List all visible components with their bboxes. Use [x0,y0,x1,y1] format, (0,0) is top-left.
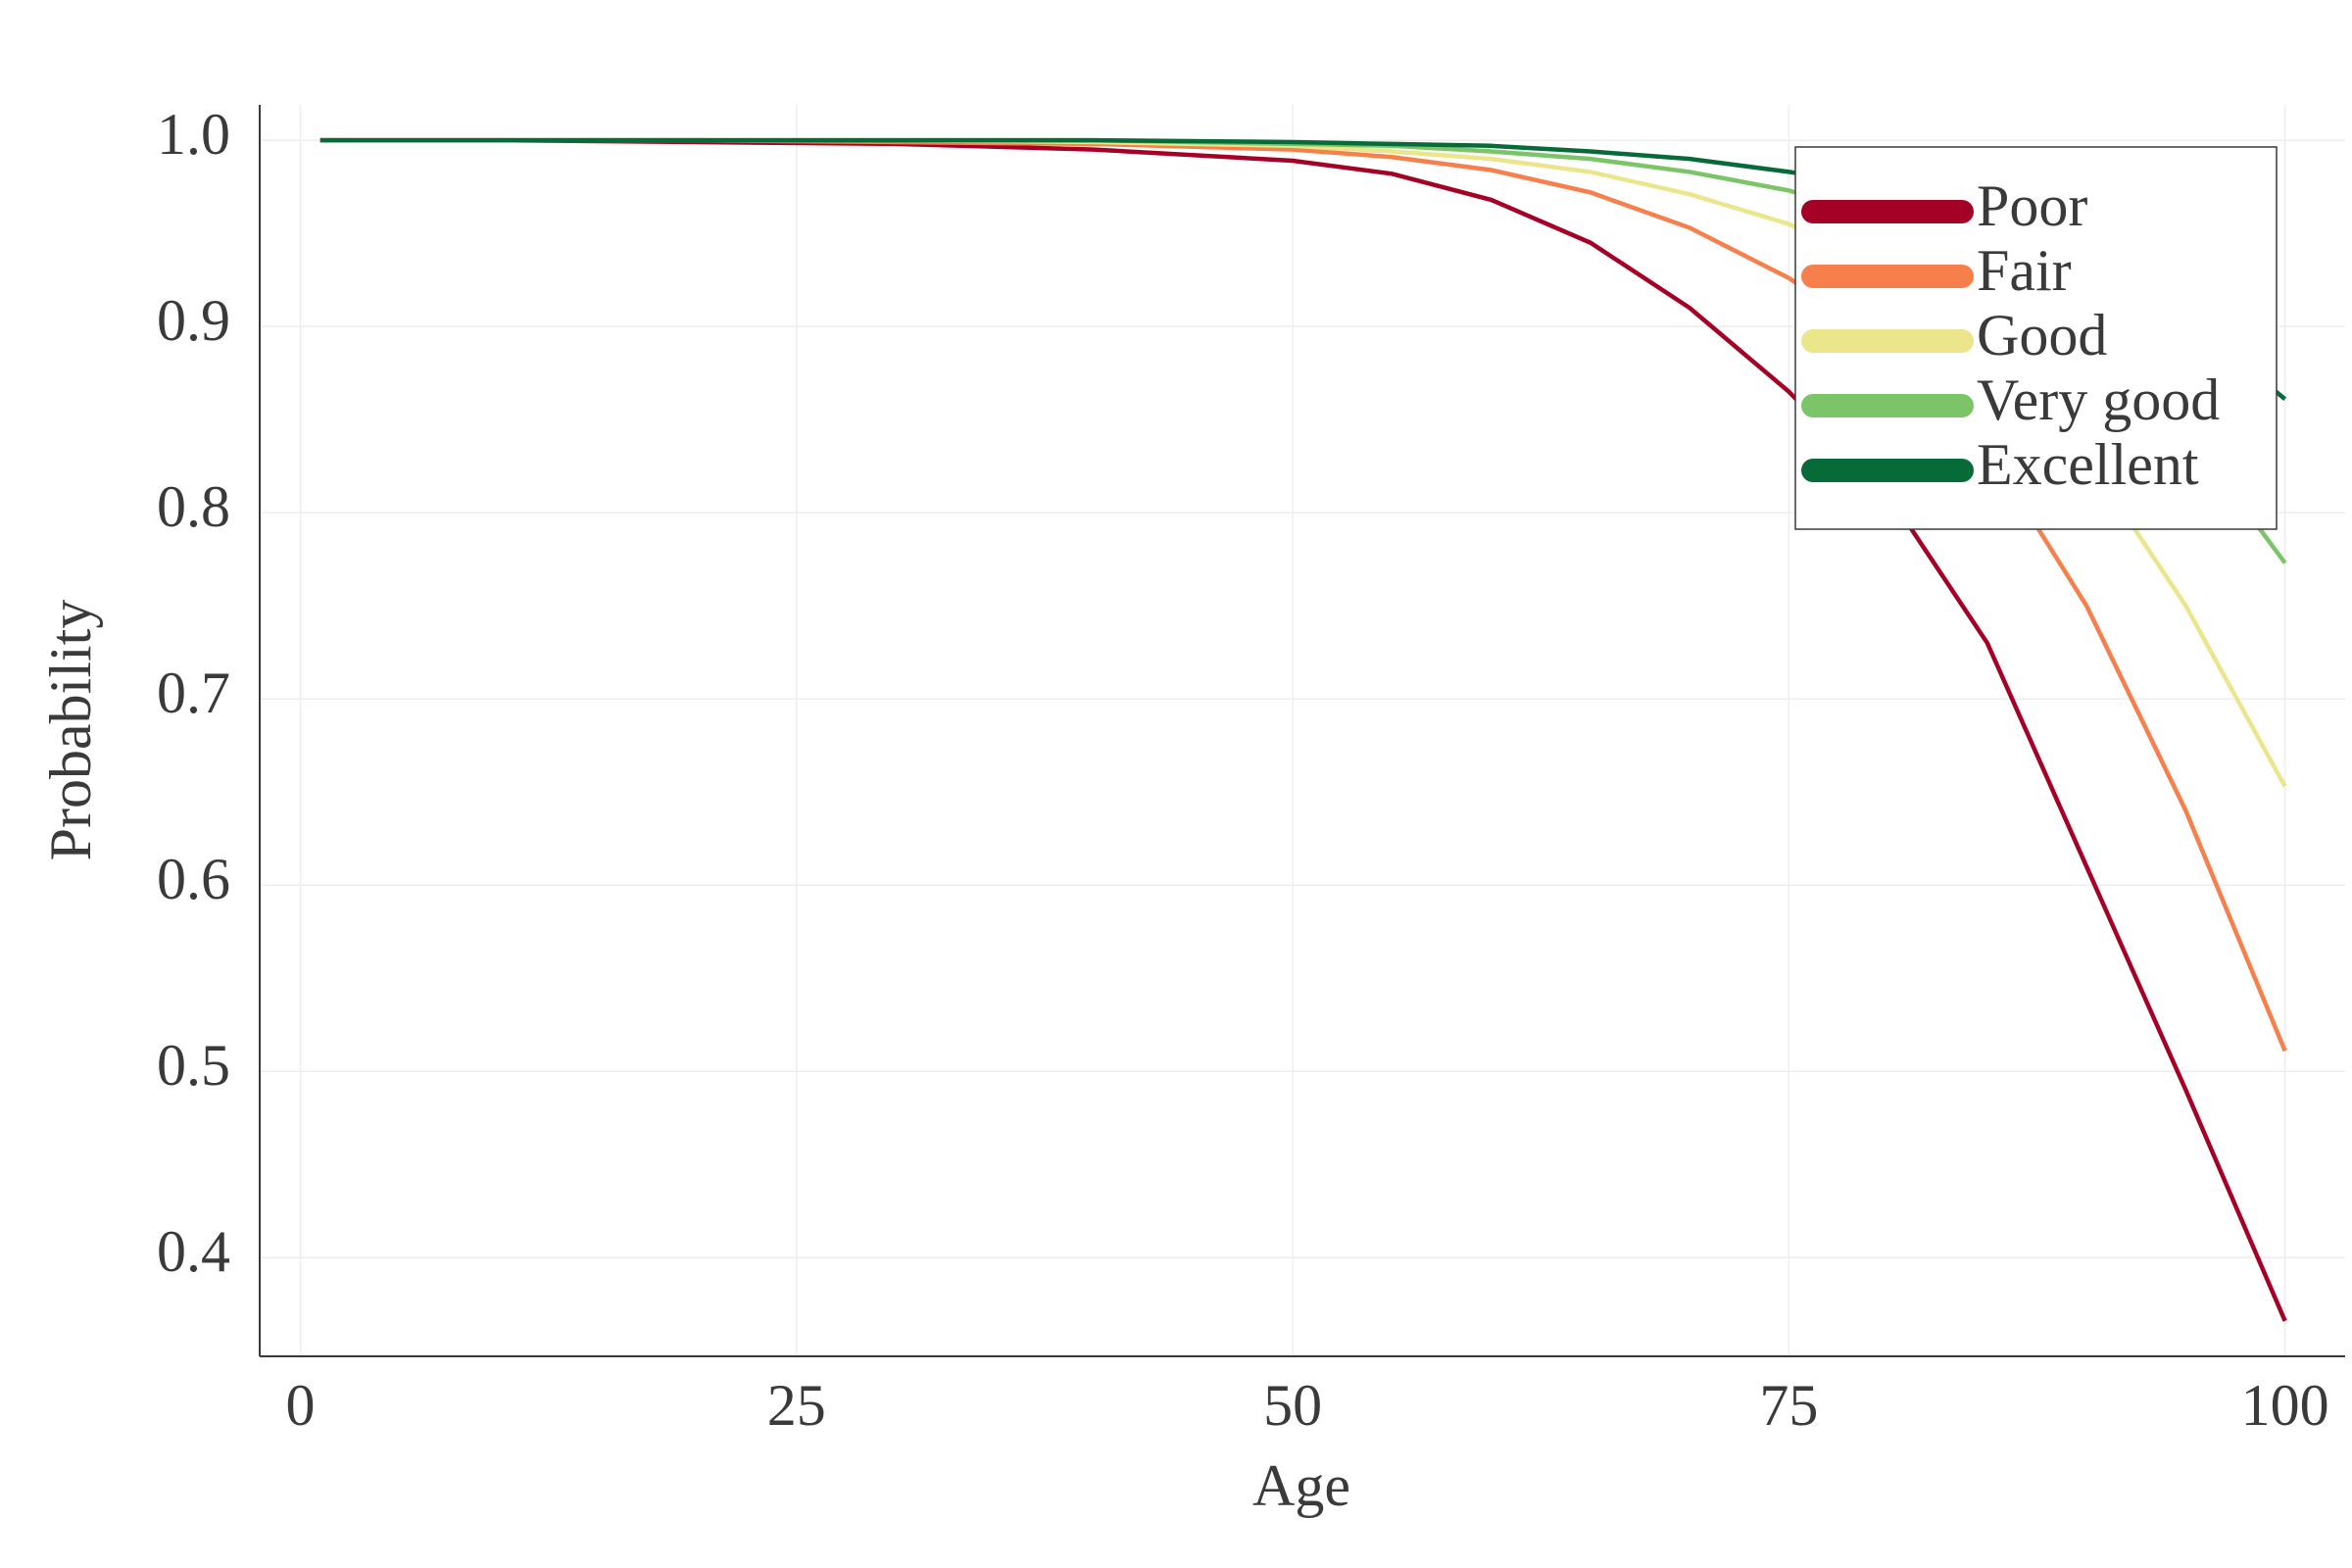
x-tick-label: 100 [2241,1373,2329,1438]
x-tick-label: 75 [1759,1373,1818,1438]
y-tick-label: 0.9 [157,288,230,353]
legend-label: Fair [1977,238,2072,303]
y-tick-label: 0.4 [157,1219,230,1284]
legend-label: Very good [1977,368,2220,432]
y-tick-label: 1.0 [157,102,230,167]
y-axis-label: Probability [38,600,103,861]
legend-label: Poor [1977,173,2087,238]
y-tick-label: 0.5 [157,1033,230,1098]
y-tick-label: 0.7 [157,661,230,725]
x-tick-label: 25 [767,1373,826,1438]
x-axis-label: Age [1252,1453,1350,1518]
legend-label: Excellent [1977,432,2199,497]
x-tick-label: 50 [1263,1373,1322,1438]
y-tick-label: 0.8 [157,474,230,539]
x-tick-label: 0 [286,1373,316,1438]
legend-label: Good [1977,303,2107,368]
y-tick-label: 0.6 [157,847,230,911]
